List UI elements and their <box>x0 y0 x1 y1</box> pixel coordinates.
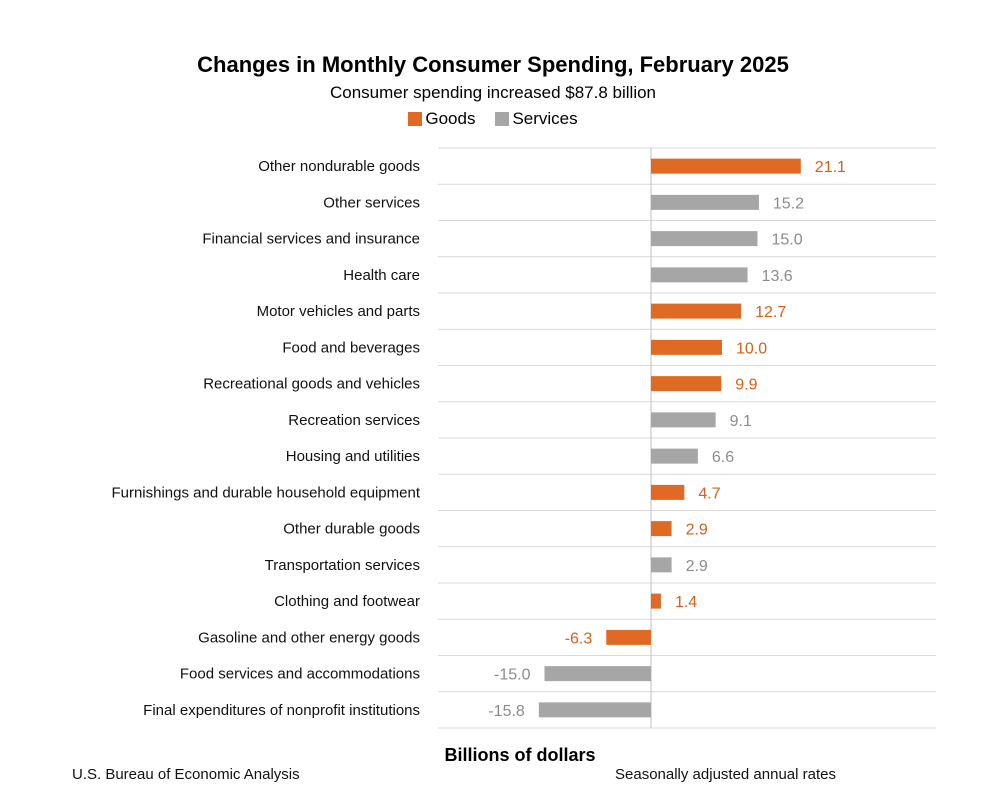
bar-goods <box>651 593 661 609</box>
data-label: 4.7 <box>698 485 720 502</box>
rate-note: Seasonally adjusted annual rates <box>615 766 836 783</box>
category-label: Final expenditures of nonprofit institut… <box>143 702 420 719</box>
data-label: 15.2 <box>773 195 804 212</box>
bar-services <box>651 448 698 464</box>
data-label: 13.6 <box>762 268 793 285</box>
category-label: Food and beverages <box>282 339 420 356</box>
bar-goods <box>651 376 722 392</box>
source-note: U.S. Bureau of Economic Analysis <box>72 766 300 783</box>
bar-goods <box>606 629 651 645</box>
data-label: 2.9 <box>686 522 708 539</box>
category-label: Clothing and footwear <box>274 593 420 610</box>
legend-label-services: Services <box>512 109 578 128</box>
bar-goods <box>651 484 685 500</box>
data-label: 9.1 <box>730 413 752 430</box>
legend: Goods Services <box>0 109 986 129</box>
data-label: 12.7 <box>755 304 786 321</box>
data-label: 9.9 <box>735 377 757 394</box>
bar-goods <box>651 521 672 537</box>
data-label: 15.0 <box>772 232 803 249</box>
bar-services <box>651 231 758 247</box>
bar-services <box>538 702 651 718</box>
category-label: Other durable goods <box>283 521 420 538</box>
bar-services <box>651 194 759 210</box>
category-label: Financial services and insurance <box>202 231 420 248</box>
data-label: 21.1 <box>815 159 846 176</box>
category-label: Housing and utilities <box>286 448 420 465</box>
bar-services <box>651 557 672 573</box>
data-label: 1.4 <box>675 594 697 611</box>
legend-item-services: Services <box>495 109 578 129</box>
data-label: -6.3 <box>565 630 593 647</box>
category-label: Motor vehicles and parts <box>257 303 420 320</box>
data-label: 10.0 <box>736 340 767 357</box>
bar-goods <box>651 158 801 174</box>
x-axis-label: Billions of dollars <box>444 745 596 765</box>
data-label: -15.8 <box>488 703 525 720</box>
data-label: -15.0 <box>494 667 531 684</box>
chart-title: Changes in Monthly Consumer Spending, Fe… <box>197 52 789 77</box>
category-label: Recreational goods and vehicles <box>203 376 420 393</box>
legend-label-goods: Goods <box>425 109 476 128</box>
bar-services <box>651 412 716 428</box>
category-label: Food services and accommodations <box>180 666 420 683</box>
category-label: Recreation services <box>288 412 420 429</box>
legend-swatch-services <box>495 112 510 126</box>
data-label: 2.9 <box>686 558 708 575</box>
category-label: Other nondurable goods <box>258 158 420 175</box>
legend-swatch-goods <box>408 112 423 126</box>
bar-goods <box>651 339 722 355</box>
bar-services <box>544 666 651 682</box>
category-label: Other services <box>323 194 420 211</box>
category-label: Health care <box>343 267 420 284</box>
legend-item-goods: Goods <box>408 109 475 129</box>
data-label: 6.6 <box>712 449 734 466</box>
bar-goods <box>651 303 742 319</box>
bar-services <box>651 267 748 283</box>
chart-subtitle: Consumer spending increased $87.8 billio… <box>329 83 657 102</box>
category-label: Furnishings and durable household equipm… <box>111 484 420 501</box>
category-label: Transportation services <box>265 557 420 574</box>
category-label: Gasoline and other energy goods <box>198 629 420 646</box>
